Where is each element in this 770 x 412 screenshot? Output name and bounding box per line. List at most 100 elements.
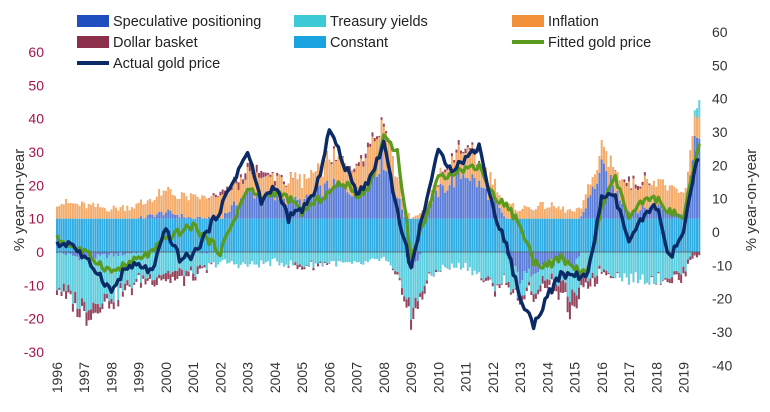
bar-treasury-yields: [505, 255, 507, 283]
bar-dollar-basket: [337, 260, 339, 261]
bar-constant: [253, 219, 255, 252]
x-tick-label: 1998: [104, 362, 120, 393]
bar-speculative-positioning: [167, 210, 169, 219]
bar-speculative-positioning: [576, 252, 578, 259]
bar-speculative-positioning: [249, 191, 251, 219]
bar-constant: [285, 219, 287, 252]
bar-treasury-yields: [605, 252, 607, 271]
bar-dollar-basket: [215, 195, 217, 197]
bar-constant: [90, 219, 92, 252]
bar-dollar-basket: [331, 162, 333, 164]
bar-dollar-basket: [689, 257, 691, 261]
bar-dollar-basket: [415, 298, 417, 308]
bar-constant: [544, 219, 546, 252]
bar-dollar-basket: [106, 294, 108, 298]
bar-treasury-yields: [657, 252, 659, 272]
bar-treasury-yields: [342, 252, 344, 263]
bar-dollar-basket: [698, 252, 700, 255]
bar-constant: [449, 219, 451, 252]
bar-inflation: [290, 172, 292, 196]
bar-dollar-basket: [149, 274, 151, 279]
bar-treasury-yields: [608, 252, 610, 273]
bar-speculative-positioning: [333, 179, 335, 219]
bar-inflation: [210, 196, 212, 218]
bar-constant: [149, 219, 151, 252]
bar-dollar-basket: [669, 279, 671, 283]
bar-inflation: [86, 208, 88, 218]
bar-treasury-yields: [328, 252, 330, 263]
bar-inflation: [90, 205, 92, 219]
bar-speculative-positioning: [501, 213, 503, 219]
bar-dollar-basket: [678, 273, 680, 280]
left-tick-label: 50: [28, 77, 44, 93]
legend-swatch: [77, 36, 109, 48]
bar-treasury-yields: [160, 252, 162, 275]
bar-dollar-basket: [167, 271, 169, 279]
bar-treasury-yields: [106, 258, 108, 294]
bar-speculative-positioning: [478, 181, 480, 219]
bar-treasury-yields: [244, 252, 246, 264]
bar-speculative-positioning: [163, 215, 165, 219]
bar-speculative-positioning: [385, 171, 387, 218]
bar-inflation: [310, 170, 312, 196]
x-tick-label: 2008: [376, 362, 392, 393]
bar-constant: [240, 219, 242, 252]
bar-constant: [453, 219, 455, 252]
bar-constant: [444, 219, 446, 252]
bar-treasury-yields: [682, 252, 684, 267]
bar-speculative-positioning: [446, 191, 448, 219]
bar-dollar-basket: [158, 275, 160, 279]
bar-inflation: [115, 208, 117, 219]
bar-inflation: [558, 206, 560, 218]
bar-inflation: [235, 183, 237, 205]
bar-constant: [333, 219, 335, 252]
bar-treasury-yields: [569, 266, 571, 302]
bar-inflation: [240, 177, 242, 198]
bar-dollar-basket: [324, 262, 326, 263]
x-tick-label: 2018: [648, 362, 664, 393]
bar-inflation: [587, 184, 589, 197]
bar-inflation: [306, 179, 308, 195]
bar-constant: [573, 219, 575, 252]
bar-dollar-basket: [181, 270, 183, 276]
bar-speculative-positioning: [521, 252, 523, 280]
bar-constant: [331, 219, 333, 252]
bar-inflation: [580, 209, 582, 217]
bar-dollar-basket: [639, 187, 641, 189]
bar-speculative-positioning: [156, 214, 158, 218]
bar-inflation: [76, 204, 78, 219]
bar-inflation: [185, 196, 187, 218]
bar-constant: [308, 219, 310, 252]
bar-speculative-positioning: [65, 252, 67, 255]
bar-constant: [471, 219, 473, 252]
bar-treasury-yields: [378, 252, 380, 261]
bar-constant: [646, 219, 648, 252]
bar-constant: [478, 219, 480, 252]
bar-dollar-basket: [501, 284, 503, 285]
bar-treasury-yields: [299, 252, 301, 264]
bar-treasury-yields: [253, 252, 255, 265]
bar-speculative-positioning: [331, 191, 333, 218]
bar-constant: [276, 219, 278, 252]
bar-inflation: [608, 167, 610, 187]
bar-treasury-yields: [626, 252, 628, 277]
bar-treasury-yields: [660, 252, 662, 284]
bar-speculative-positioning: [337, 184, 339, 219]
bar-constant: [480, 219, 482, 252]
bar-constant: [587, 219, 589, 252]
bar-treasury-yields: [596, 252, 598, 276]
bar-treasury-yields: [494, 252, 496, 291]
bar-dollar-basket: [267, 173, 269, 175]
bar-treasury-yields: [267, 252, 269, 261]
bar-treasury-yields: [306, 252, 308, 265]
bar-dollar-basket: [99, 307, 101, 312]
bar-speculative-positioning: [204, 218, 206, 219]
bar-dollar-basket: [145, 279, 147, 285]
bar-dollar-basket: [67, 285, 69, 293]
bar-treasury-yields: [367, 252, 369, 262]
bar-speculative-positioning: [95, 252, 97, 259]
bar-inflation: [95, 207, 97, 219]
bar-dollar-basket: [122, 292, 124, 297]
bar-dollar-basket: [163, 274, 165, 279]
bar-treasury-yields: [169, 252, 171, 274]
